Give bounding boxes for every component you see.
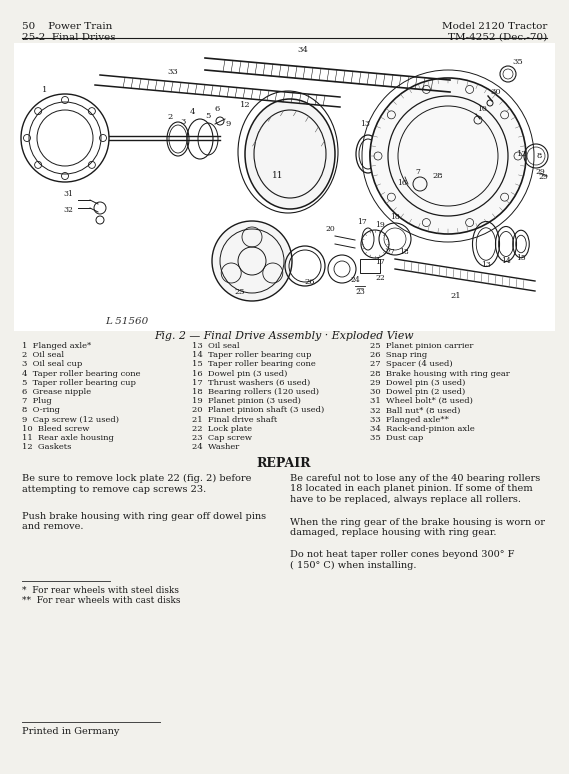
Text: 33: 33 [168, 68, 178, 76]
Text: 4: 4 [189, 108, 195, 116]
Text: Fig. 2 — Final Drive Assembly · Exploded View: Fig. 2 — Final Drive Assembly · Exploded… [154, 331, 414, 341]
Text: 30  Dowel pin (2 used): 30 Dowel pin (2 used) [370, 388, 465, 396]
Text: 6: 6 [215, 105, 220, 113]
Text: 27  Spacer (4 used): 27 Spacer (4 used) [370, 361, 452, 368]
Text: 22: 22 [375, 274, 385, 282]
Text: 30: 30 [490, 88, 501, 96]
Text: 3  Oil seal cup: 3 Oil seal cup [22, 361, 83, 368]
Text: 21: 21 [451, 292, 461, 300]
Text: Be careful not to lose any of the 40 bearing rollers
18 located in each planet p: Be careful not to lose any of the 40 bea… [290, 474, 540, 504]
Text: 2: 2 [167, 113, 172, 121]
Text: 25  Planet pinion carrier: 25 Planet pinion carrier [370, 342, 473, 350]
Text: 28  Brake housing with ring gear: 28 Brake housing with ring gear [370, 370, 510, 378]
Text: 13  Oil seal: 13 Oil seal [192, 342, 240, 350]
Text: 27: 27 [385, 248, 395, 256]
Text: 28: 28 [432, 172, 443, 180]
Text: 1: 1 [42, 86, 48, 94]
Text: 23: 23 [355, 288, 365, 296]
Text: 13: 13 [481, 261, 491, 269]
Text: 16: 16 [397, 179, 407, 187]
Text: 2  Oil seal: 2 Oil seal [22, 351, 64, 359]
Text: 7  Plug: 7 Plug [22, 397, 52, 406]
Text: Printed in Germany: Printed in Germany [22, 727, 119, 736]
Text: 18  Bearing rollers (120 used): 18 Bearing rollers (120 used) [192, 388, 319, 396]
Ellipse shape [245, 99, 335, 209]
Text: 15  Taper roller bearing cone: 15 Taper roller bearing cone [192, 361, 316, 368]
Text: 31: 31 [63, 190, 73, 198]
FancyBboxPatch shape [14, 43, 555, 331]
Text: 15: 15 [516, 254, 526, 262]
Text: 29  Dowel pin (3 used): 29 Dowel pin (3 used) [370, 378, 465, 387]
Text: 17: 17 [357, 218, 367, 226]
Text: 16  Dowel pin (3 used): 16 Dowel pin (3 used) [192, 370, 287, 378]
Text: 8  O-ring: 8 O-ring [22, 406, 60, 414]
Text: 34: 34 [298, 46, 308, 54]
Text: Be sure to remove lock plate 22 (fig. 2) before
attempting to remove cap screws : Be sure to remove lock plate 22 (fig. 2)… [22, 474, 251, 494]
Text: 10  Bleed screw: 10 Bleed screw [22, 425, 89, 433]
Text: *  For rear wheels with steel disks: * For rear wheels with steel disks [22, 586, 179, 595]
Text: 50    Power Train: 50 Power Train [22, 22, 112, 31]
Text: 35: 35 [513, 58, 523, 66]
Text: 10: 10 [477, 105, 487, 113]
Text: 26: 26 [305, 278, 315, 286]
Text: 11  Rear axle housing: 11 Rear axle housing [22, 434, 114, 442]
Text: Push brake housing with ring gear off dowel pins
and remove.: Push brake housing with ring gear off do… [22, 512, 266, 532]
Text: 9  Cap screw (12 used): 9 Cap screw (12 used) [22, 416, 119, 423]
Text: TM-4252 (Dec.-70): TM-4252 (Dec.-70) [448, 33, 547, 42]
Text: Do not heat taper roller cones beyond 300° F
( 150° C) when installing.: Do not heat taper roller cones beyond 30… [290, 550, 514, 570]
Text: 7: 7 [415, 168, 420, 176]
Text: 19  Planet pinion (3 used): 19 Planet pinion (3 used) [192, 397, 301, 406]
Text: 1  Flanged axle*: 1 Flanged axle* [22, 342, 91, 350]
Text: 5: 5 [205, 112, 211, 120]
Text: 14: 14 [501, 257, 511, 265]
Text: REPAIR: REPAIR [257, 457, 311, 470]
Text: 6  Grease nipple: 6 Grease nipple [22, 388, 91, 396]
Text: 17: 17 [375, 258, 385, 266]
Text: 12: 12 [517, 150, 527, 158]
Text: 19: 19 [375, 221, 385, 229]
Text: 35  Dust cap: 35 Dust cap [370, 434, 423, 442]
Text: 20: 20 [325, 225, 335, 233]
Text: 32  Ball nut* (8 used): 32 Ball nut* (8 used) [370, 406, 460, 414]
Text: 26  Snap ring: 26 Snap ring [370, 351, 427, 359]
Text: 22  Lock plate: 22 Lock plate [192, 425, 252, 433]
Text: 4  Taper roller bearing cone: 4 Taper roller bearing cone [22, 370, 141, 378]
Text: 31  Wheel bolt* (8 used): 31 Wheel bolt* (8 used) [370, 397, 473, 406]
Circle shape [212, 221, 292, 301]
Text: 24  Washer: 24 Washer [192, 444, 239, 451]
Text: 5  Taper roller bearing cup: 5 Taper roller bearing cup [22, 378, 136, 387]
Text: 25-2  Final Drives: 25-2 Final Drives [22, 33, 116, 42]
Text: 18: 18 [399, 248, 409, 256]
Text: 12: 12 [240, 101, 250, 109]
Text: 25: 25 [234, 288, 245, 296]
Text: 17  Thrust washers (6 used): 17 Thrust washers (6 used) [192, 378, 310, 387]
Text: 9: 9 [225, 120, 230, 128]
Text: 29: 29 [538, 173, 548, 181]
Circle shape [370, 78, 526, 234]
Text: 33  Flanged axle**: 33 Flanged axle** [370, 416, 449, 423]
Text: 3: 3 [180, 118, 185, 126]
Text: 23  Cap screw: 23 Cap screw [192, 434, 252, 442]
Text: 18: 18 [390, 213, 400, 221]
Text: 14  Taper roller bearing cup: 14 Taper roller bearing cup [192, 351, 311, 359]
Text: **  For rear wheels with cast disks: ** For rear wheels with cast disks [22, 596, 180, 605]
Text: 8: 8 [537, 152, 542, 160]
Text: 20  Planet pinion shaft (3 used): 20 Planet pinion shaft (3 used) [192, 406, 324, 414]
Text: 12  Gaskets: 12 Gaskets [22, 444, 71, 451]
Text: 24: 24 [350, 276, 360, 284]
Text: Model 2120 Tractor: Model 2120 Tractor [442, 22, 547, 31]
Text: When the ring gear of the brake housing is worn or
damaged, replace housing with: When the ring gear of the brake housing … [290, 518, 545, 537]
Text: 32: 32 [63, 206, 73, 214]
Text: 29: 29 [535, 168, 545, 176]
Text: 34  Rack-and-pinion axle: 34 Rack-and-pinion axle [370, 425, 475, 433]
Text: L 51560: L 51560 [105, 317, 149, 326]
Text: 11: 11 [272, 171, 284, 180]
Text: 21  Final drive shaft: 21 Final drive shaft [192, 416, 277, 423]
Text: 13: 13 [360, 120, 370, 128]
